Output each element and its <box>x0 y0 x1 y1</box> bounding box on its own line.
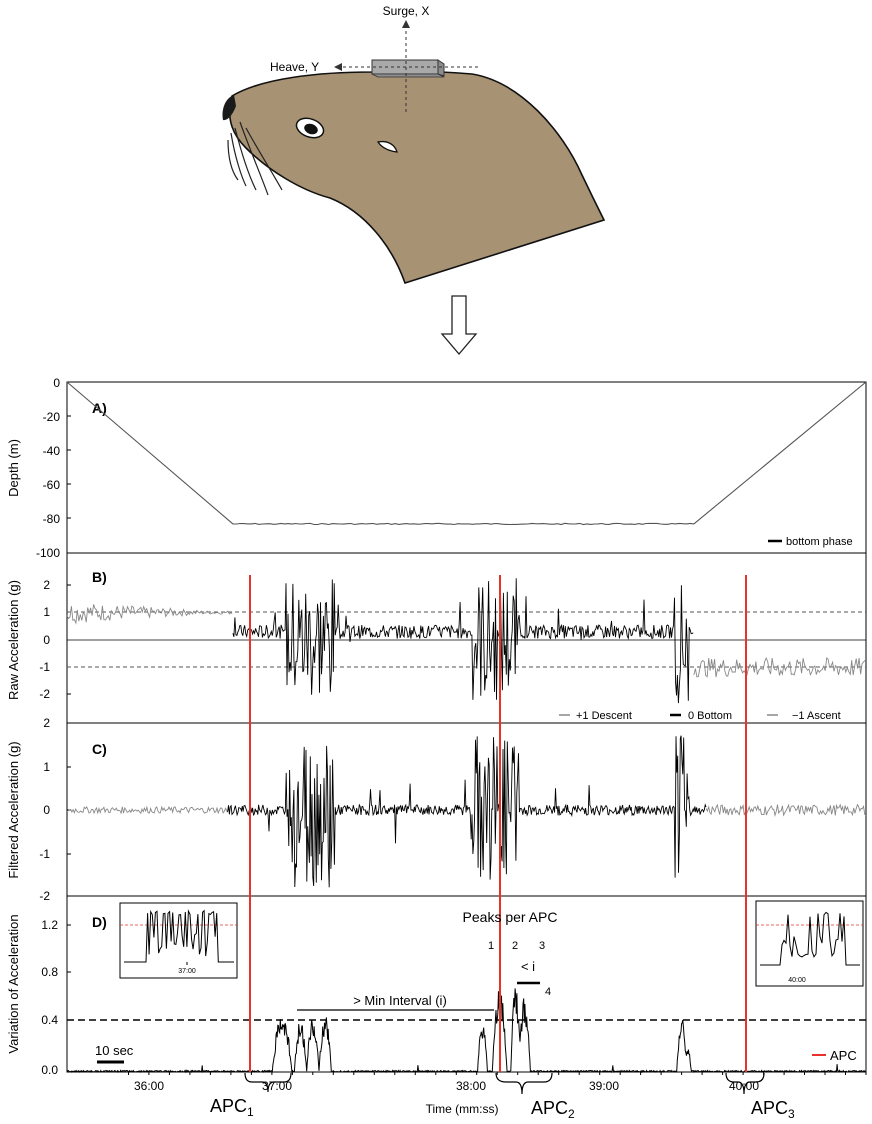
y-tick-label: -1 <box>39 660 50 674</box>
inset-1-tick: 37:00 <box>178 968 196 975</box>
legend-ascent: −1 Ascent <box>792 710 841 722</box>
y-tick-label: -100 <box>36 546 60 560</box>
panel-b-ylabel: Raw Acceleration (g) <box>6 580 21 700</box>
sea-lion-head <box>228 70 606 284</box>
peak-number: 2 <box>512 940 518 952</box>
y-tick-label: -80 <box>43 512 61 526</box>
filtered-black-signal <box>226 735 707 888</box>
filtered-grey-signal <box>66 803 867 817</box>
tag-device <box>371 59 445 78</box>
panel-c-label: C) <box>92 741 107 757</box>
x-axis-title: Time (mm:ss) <box>426 1102 499 1116</box>
ear <box>376 140 398 153</box>
y-tick-label: 0.0 <box>41 1063 58 1077</box>
panel-c: C) 2 1 0 -1 -2 Filtered Acceleration (g) <box>6 716 867 903</box>
y-tick-label: -1 <box>39 847 50 861</box>
y-tick-label: -20 <box>43 410 61 424</box>
raw-ascent-signal <box>693 656 866 678</box>
raw-bottom-signal <box>232 578 694 704</box>
y-tick-label: 2 <box>43 716 50 730</box>
raw-descent-signal <box>66 604 233 625</box>
surge-arrow-icon <box>402 20 410 28</box>
legend-bottom-phase: bottom phase <box>786 536 853 548</box>
y-tick-label: 2 <box>43 578 50 592</box>
peaks-per-apc-title: Peaks per APC <box>463 909 558 925</box>
peak-number: 4 <box>545 986 551 998</box>
panel-d: D) 1.2 0.8 0.4 0.0 Variation of Accelera… <box>6 575 867 1121</box>
heave-label: Heave, Y <box>270 60 319 74</box>
min-interval-label: > Min Interval (i) <box>353 993 447 1008</box>
y-tick-label: 0 <box>43 803 50 817</box>
x-axis-ticks <box>128 1072 867 1075</box>
eye-pupil <box>304 123 318 135</box>
whiskers <box>227 121 283 196</box>
panel-a-ylabel: Depth (m) <box>6 439 21 497</box>
inset-1-trace <box>124 909 234 963</box>
peak-number: 3 <box>539 940 545 952</box>
x-tick-label: 39:00 <box>589 1079 619 1093</box>
legend-bottom: 0 Bottom <box>688 710 732 722</box>
y-tick-label: 0.4 <box>41 1013 58 1027</box>
y-tick-label: -40 <box>43 444 61 458</box>
panel-b-label: B) <box>92 569 107 585</box>
x-tick-label: 38:00 <box>456 1079 486 1093</box>
variation-signal <box>66 988 866 1074</box>
panel-a: A) 0 -20 -40 -60 -80 -100 Depth (m) bott… <box>6 376 867 560</box>
y-tick-label: 1.2 <box>41 918 58 932</box>
depth-profile-line <box>66 381 867 526</box>
y-tick-label: 0 <box>53 376 60 390</box>
y-tick-label: 0.8 <box>41 965 58 979</box>
apc-3-brace <box>725 1072 765 1095</box>
surge-label: Surge, X <box>383 4 430 18</box>
legend-descent: +1 Descent <box>576 710 632 722</box>
inset-apc1: 37:00 <box>119 902 238 979</box>
panel-d-label: D) <box>92 914 107 930</box>
nose <box>222 95 236 121</box>
down-arrow-icon <box>440 295 478 356</box>
apc-2-brace <box>495 1072 553 1095</box>
apc-1-brace <box>244 1072 292 1093</box>
inset-apc3: 40:00 <box>755 900 864 987</box>
panel-a-label: A) <box>92 400 107 416</box>
y-tick-label: 1 <box>43 760 50 774</box>
y-tick-label: -2 <box>39 889 50 903</box>
peak-number: 1 <box>488 940 494 952</box>
y-tick-label: 0 <box>43 633 50 647</box>
heave-arrow-icon <box>334 63 342 71</box>
y-tick-label: 1 <box>43 605 50 619</box>
panel-d-ylabel: Variation of Acceleration <box>6 914 21 1053</box>
panel-b: B) 2 1 0 -1 -2 Raw Acceleration (g) +1 D… <box>6 569 866 722</box>
apc-1-label: APC1 <box>210 1096 254 1119</box>
inset-2-tick: 40:00 <box>788 977 806 984</box>
x-tick-label: 36:00 <box>134 1079 164 1093</box>
apc-2-label: APC2 <box>531 1098 575 1121</box>
panel-c-ylabel: Filtered Acceleration (g) <box>6 741 21 878</box>
apc-3-label: APC3 <box>751 1098 795 1121</box>
y-tick-label: -60 <box>43 478 61 492</box>
scale-bar-label: 10 sec <box>95 1043 134 1058</box>
legend-apc: APC <box>830 1048 857 1063</box>
y-tick-label: -2 <box>39 687 50 701</box>
less-than-interval: < i <box>521 959 535 974</box>
inset-2-trace <box>760 911 860 966</box>
sea-lion-diagram: Surge, X Heave, Y <box>222 4 606 284</box>
